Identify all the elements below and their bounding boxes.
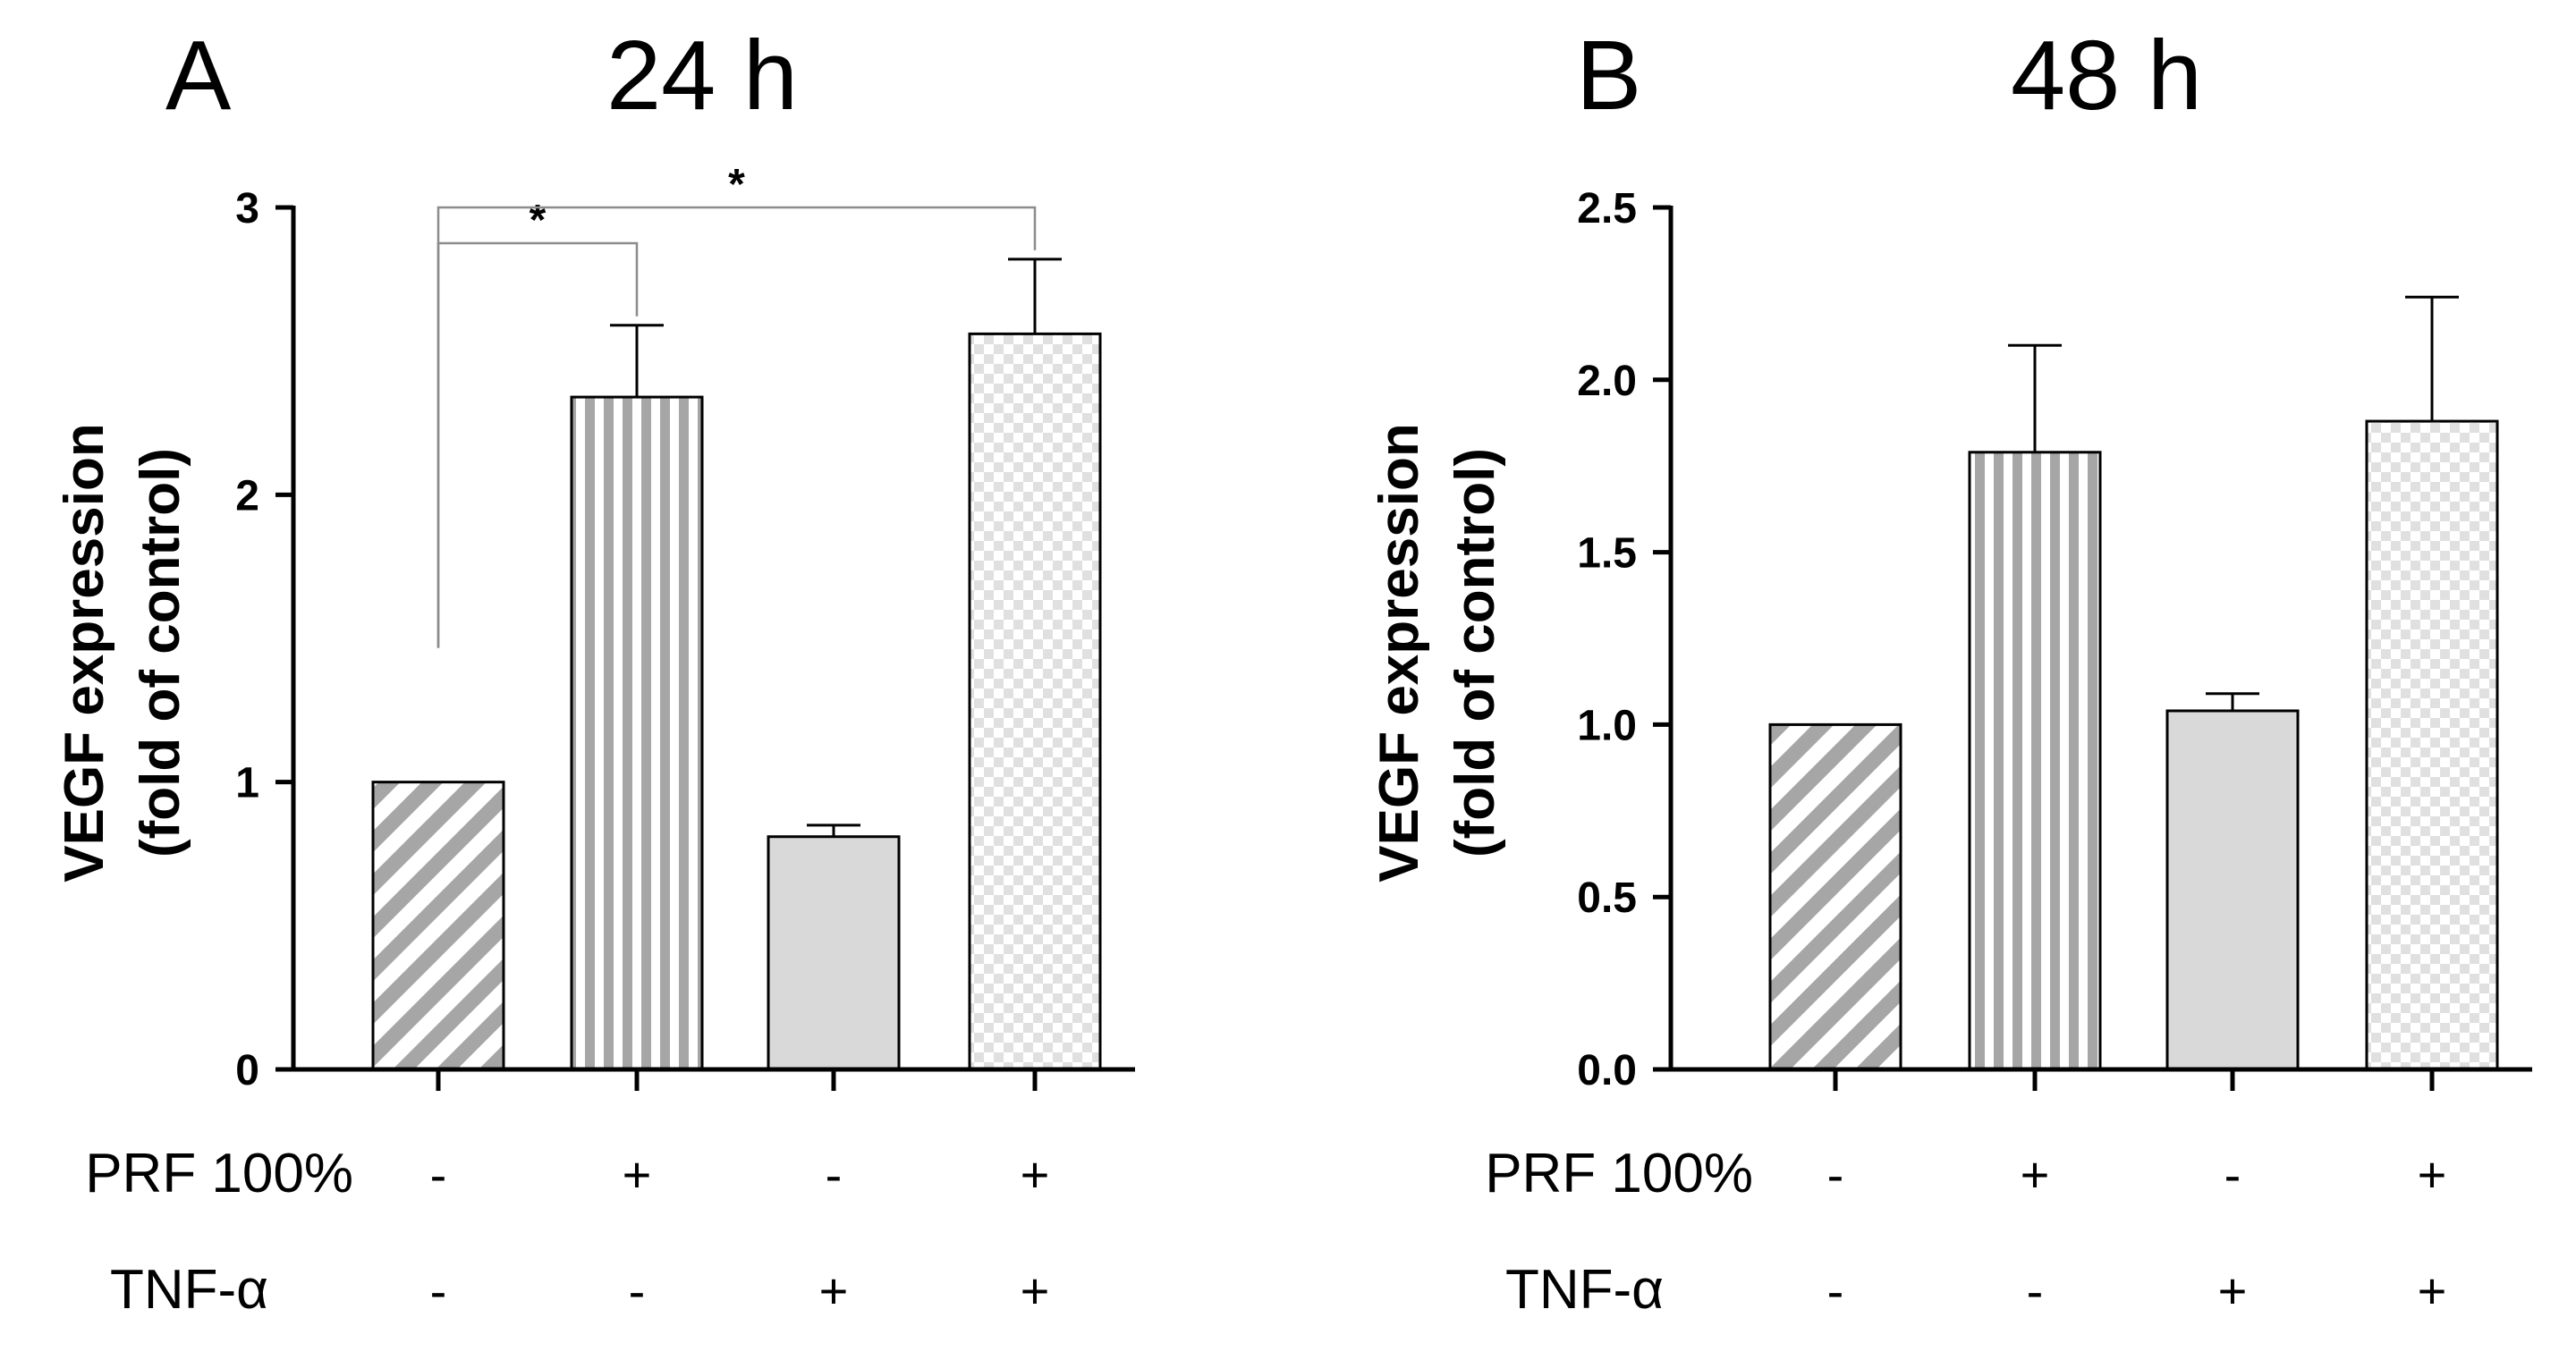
significance-star: * <box>728 161 745 208</box>
factor-sign: + <box>2418 1146 2447 1203</box>
bar-2 <box>1968 451 2102 1071</box>
y-tick-label: 1 <box>235 760 259 807</box>
significance-bracket <box>436 206 1037 648</box>
factor-sign: - <box>2224 1146 2241 1203</box>
chart-title: 24 h <box>606 21 798 131</box>
y-tick-label: 2 <box>235 472 259 520</box>
bar-1 <box>1768 722 1902 1071</box>
significance-star: * <box>530 197 547 244</box>
chart-title: 48 h <box>2011 21 2202 131</box>
panel-b: B 48 h VEGF expression (fold of control)… <box>1368 21 2532 1321</box>
factor-label-prf: PRF 100% <box>1485 1143 1753 1204</box>
y-axis-label-line2: (fold of control) <box>1445 448 1506 857</box>
factor-label-tnf: TNF-α <box>110 1259 268 1321</box>
factor-sign: - <box>430 1146 447 1203</box>
factor-sign: - <box>629 1263 646 1319</box>
y-tick-label: 2.5 <box>1577 185 1637 232</box>
bar-2 <box>570 395 704 1071</box>
factor-sign: - <box>1827 1146 1844 1203</box>
y-tick-label: 3 <box>235 185 259 232</box>
bar-3 <box>2165 709 2300 1071</box>
y-tick-label: 2.0 <box>1577 358 1637 405</box>
y-tick-label: 0 <box>235 1047 259 1094</box>
factor-sign: - <box>430 1263 447 1319</box>
panel-a: A 24 h VEGF expression (fold of control)… <box>54 21 1135 1321</box>
y-tick-label: 1.0 <box>1577 702 1637 749</box>
factor-sign: + <box>819 1263 849 1319</box>
y-tick-label: 0.0 <box>1577 1047 1637 1094</box>
y-tick-label: 0.5 <box>1577 874 1637 922</box>
factor-label-prf: PRF 100% <box>85 1143 353 1204</box>
bar-4 <box>968 332 1102 1071</box>
factor-sign: + <box>1021 1146 1050 1203</box>
factor-sign: + <box>1021 1263 1050 1319</box>
y-axis-label-line2: (fold of control) <box>130 448 191 857</box>
y-axis-label: VEGF expression <box>54 423 115 882</box>
factor-sign: + <box>623 1146 652 1203</box>
bar-1 <box>371 781 505 1071</box>
bar-4 <box>2365 419 2499 1071</box>
bars-layer: 0 1 2 3 - + - + - - + + * * <box>235 161 1135 1319</box>
factor-sign: + <box>2218 1263 2248 1319</box>
y-axis-label: VEGF expression <box>1368 423 1430 882</box>
bar-3 <box>767 835 901 1071</box>
factor-sign: - <box>1827 1263 1844 1319</box>
factor-sign: - <box>2027 1263 2044 1319</box>
panel-letter: A <box>165 21 232 131</box>
bars-layer: 0.0 0.5 1.0 1.5 2.0 2.5 - + - + - - + + <box>1577 185 2532 1319</box>
panel-letter: B <box>1576 21 1641 131</box>
factor-sign: - <box>826 1146 843 1203</box>
factor-sign: + <box>2021 1146 2050 1203</box>
factor-label-tnf: TNF-α <box>1505 1259 1664 1321</box>
factor-sign: + <box>2418 1263 2447 1319</box>
y-tick-label: 1.5 <box>1577 530 1637 578</box>
